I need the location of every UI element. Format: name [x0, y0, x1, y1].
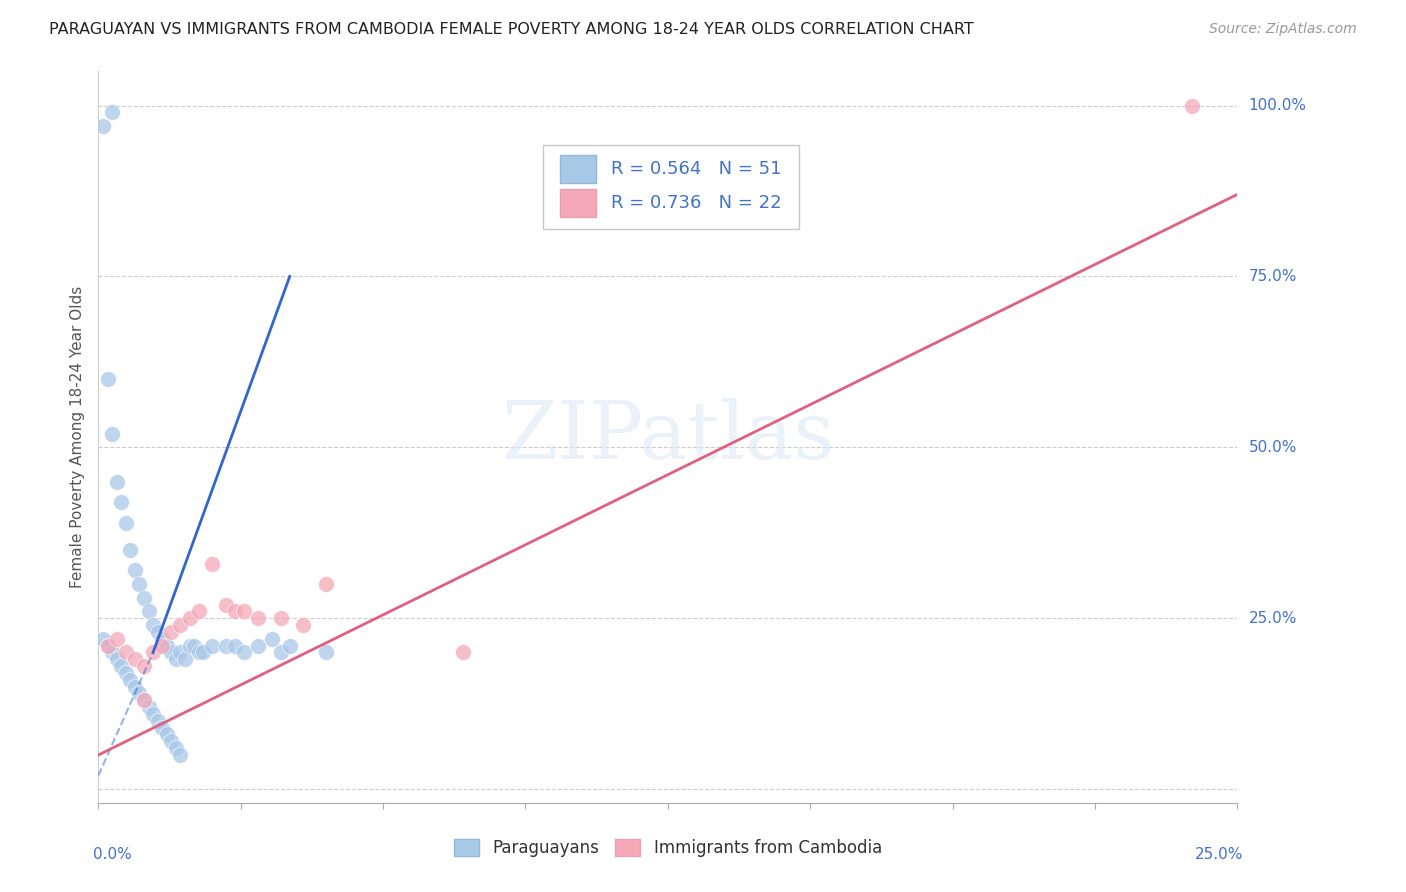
Point [110, 659, 132, 673]
Point [110, 495, 132, 509]
Point [246, 611, 269, 625]
Point [150, 639, 173, 653]
Text: PARAGUAYAN VS IMMIGRANTS FROM CAMBODIA FEMALE POVERTY AMONG 18-24 YEAR OLDS CORR: PARAGUAYAN VS IMMIGRANTS FROM CAMBODIA F… [49, 22, 974, 37]
Point [150, 632, 173, 646]
Point [215, 639, 238, 653]
Point [101, 645, 124, 659]
Point [124, 680, 146, 694]
Text: Source: ZipAtlas.com: Source: ZipAtlas.com [1209, 22, 1357, 37]
Point [187, 645, 209, 659]
Point [315, 645, 337, 659]
Point [91, 632, 114, 646]
Point [1181, 98, 1204, 112]
Point [165, 741, 187, 756]
Point [120, 673, 142, 687]
Point [174, 652, 197, 666]
Point [101, 426, 124, 441]
Point [96, 639, 118, 653]
Text: ZIPatlas: ZIPatlas [501, 398, 835, 476]
Point [132, 659, 155, 673]
Point [138, 700, 160, 714]
Point [451, 645, 474, 659]
Point [142, 706, 165, 721]
Point [187, 604, 209, 618]
Point [179, 639, 201, 653]
Point [132, 591, 155, 605]
Point [270, 611, 292, 625]
Point [132, 693, 155, 707]
Point [150, 721, 173, 735]
Text: 50.0%: 50.0% [1249, 440, 1296, 455]
Point [201, 639, 224, 653]
Point [114, 665, 136, 680]
Legend: Paraguayans, Immigrants from Cambodia: Paraguayans, Immigrants from Cambodia [447, 832, 889, 864]
Point [124, 563, 146, 577]
Point [138, 604, 160, 618]
Point [160, 645, 183, 659]
Point [156, 639, 179, 653]
Point [124, 652, 146, 666]
Point [179, 611, 201, 625]
Text: 75.0%: 75.0% [1249, 268, 1296, 284]
Point [96, 372, 118, 386]
Point [114, 516, 136, 530]
Point [160, 624, 183, 639]
Point [128, 686, 150, 700]
Point [105, 475, 128, 489]
Text: 25.0%: 25.0% [1249, 611, 1296, 625]
Point [128, 577, 150, 591]
Point [142, 618, 165, 632]
Point [260, 632, 283, 646]
Point [278, 639, 301, 653]
FancyBboxPatch shape [560, 154, 596, 183]
Point [142, 645, 165, 659]
Point [183, 639, 205, 653]
Point [105, 652, 128, 666]
Point [169, 618, 191, 632]
Y-axis label: Female Poverty Among 18-24 Year Olds: Female Poverty Among 18-24 Year Olds [70, 286, 86, 588]
Text: R = 0.736   N = 22: R = 0.736 N = 22 [612, 194, 782, 212]
Point [224, 639, 246, 653]
Point [146, 624, 169, 639]
Point [315, 577, 337, 591]
Point [292, 618, 315, 632]
Point [165, 652, 187, 666]
Point [91, 119, 114, 133]
Point [233, 604, 256, 618]
FancyBboxPatch shape [560, 189, 596, 217]
Point [160, 734, 183, 748]
Point [169, 645, 191, 659]
Point [224, 604, 246, 618]
FancyBboxPatch shape [543, 145, 799, 228]
Point [132, 693, 155, 707]
Point [201, 557, 224, 571]
Point [169, 747, 191, 762]
Text: R = 0.564   N = 51: R = 0.564 N = 51 [612, 160, 782, 178]
Point [193, 645, 215, 659]
Point [96, 639, 118, 653]
Text: 100.0%: 100.0% [1249, 98, 1306, 113]
Point [215, 598, 238, 612]
Point [233, 645, 256, 659]
Point [120, 542, 142, 557]
Point [246, 639, 269, 653]
Point [146, 714, 169, 728]
Text: 25.0%: 25.0% [1195, 847, 1243, 862]
Point [156, 727, 179, 741]
Point [270, 645, 292, 659]
Point [101, 105, 124, 120]
Point [114, 645, 136, 659]
Text: 0.0%: 0.0% [93, 847, 132, 862]
Point [105, 632, 128, 646]
